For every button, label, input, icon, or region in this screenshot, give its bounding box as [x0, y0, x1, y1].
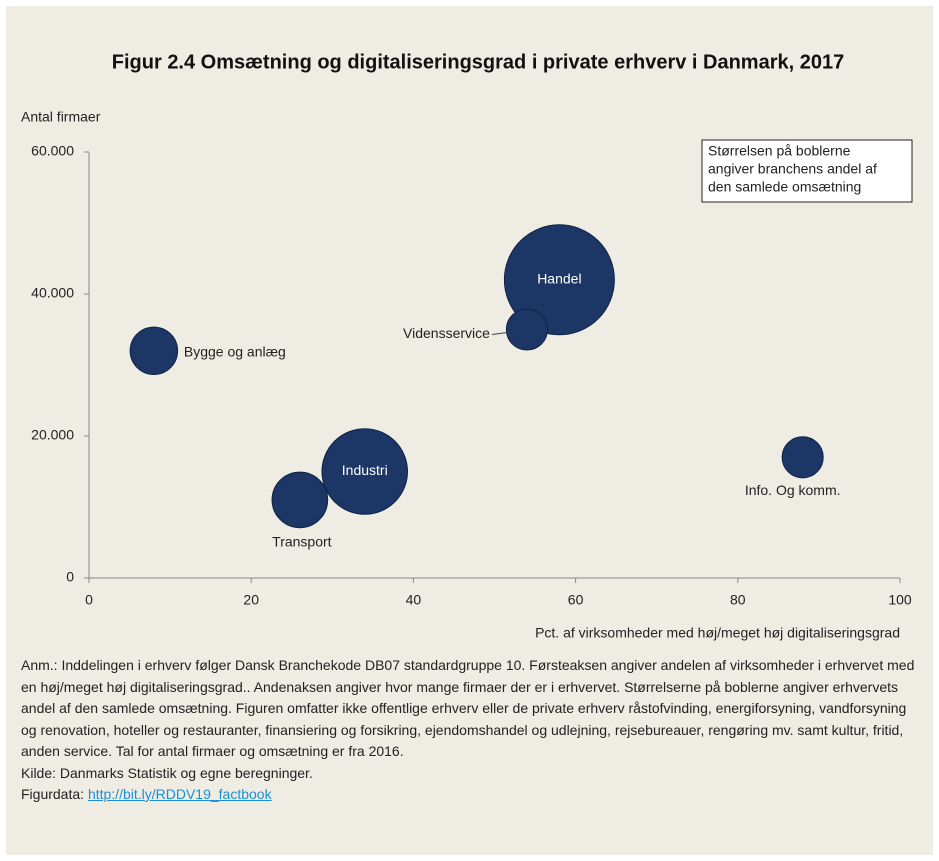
bubble [271, 471, 329, 529]
y-tick-label: 0 [66, 569, 74, 585]
bubble-label: Handel [537, 271, 581, 287]
bubble-label: Transport [272, 534, 332, 550]
annotation-line: Størrelsen på boblerne [708, 143, 851, 159]
source: Kilde: Danmarks Statistik og egne beregn… [21, 764, 313, 781]
note-text: Anm.: Inddelingen i erhverv følger Dansk… [21, 657, 915, 759]
bubble [781, 436, 824, 479]
bubble [505, 308, 548, 351]
x-tick-label: 60 [568, 592, 584, 608]
bubble [321, 428, 409, 515]
bubble-label: Industri [342, 462, 388, 478]
leader-line [491, 332, 508, 335]
bubble [129, 326, 179, 376]
annotation-line: angiver branchens andel af [708, 161, 877, 177]
y-tick-label: 40.000 [31, 285, 74, 301]
bubble-label: Info. Og komm. [745, 482, 841, 498]
bubble-label: Vidensservice [403, 325, 490, 341]
y-tick-label: 20.000 [31, 427, 74, 443]
figurdata-label: Figurdata: [21, 786, 85, 802]
x-tick-label: 20 [243, 592, 259, 608]
figurdata: Figurdata: http://bit.ly/RDDV19_factbook [21, 784, 921, 806]
chart-title: Figur 2.4 Omsætning og digitaliseringsgr… [112, 51, 844, 73]
annotation-line: den samlede omsætning [708, 179, 861, 195]
link[interactable]: http://bit.ly/RDDV19_factbook [87, 786, 272, 802]
x-tick-label: 100 [888, 592, 912, 608]
notes: Anm.: Inddelingen i erhverv følger Dansk… [21, 655, 921, 806]
x-tick-label: 80 [730, 592, 746, 608]
y-axis-label: Antal firmaer [21, 109, 101, 125]
chart: Figur 2.4 Omsætning og digitaliseringsgr… [21, 51, 913, 641]
x-tick-label: 0 [85, 592, 93, 608]
bubble-label: Bygge og anlæg [184, 344, 286, 360]
x-tick-label: 40 [406, 592, 422, 608]
y-tick-label: 60.000 [31, 143, 74, 159]
annotation-box [701, 139, 913, 203]
bubble [503, 224, 615, 336]
x-axis-label: Pct. af virksomheder med høj/meget høj d… [535, 625, 900, 641]
